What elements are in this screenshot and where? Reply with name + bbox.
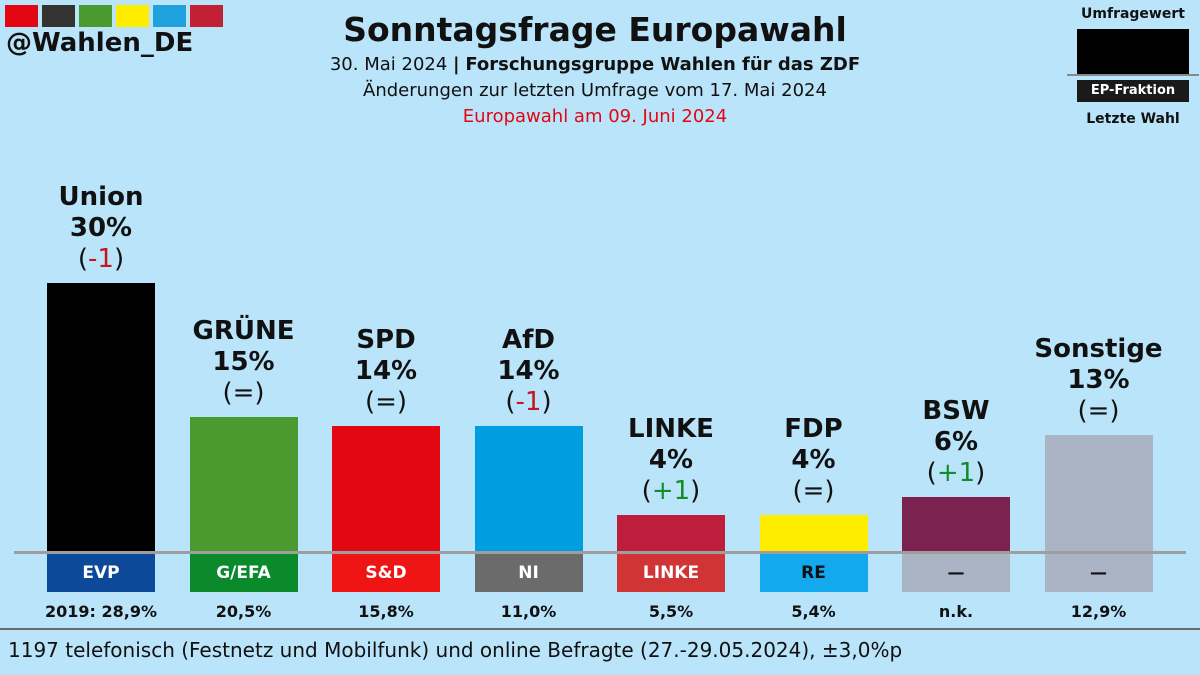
change-label: (=) [364,386,408,417]
color-strip-swatch [5,5,38,27]
color-strip-swatch [79,5,112,27]
ep-group-box: EVP [47,554,155,592]
bar-label: AfD 14% (-1) [459,325,599,418]
bar-bsw [902,497,1010,551]
last-election-value: 11,0% [500,602,557,621]
party-name: SPD [356,324,416,355]
bar-grüne [189,417,298,551]
color-strip-swatch [42,5,75,27]
bar-label: BSW 6% (+1) [886,396,1026,489]
change-label: (=) [222,378,265,408]
chart-baseline [14,551,1186,554]
subtitle-source: Forschungsgruppe Wahlen für das ZDF [465,54,861,75]
ep-group-box: — [1044,554,1153,592]
value-label: 15% [212,347,275,377]
bar-label: LINKE 4% (+1) [601,414,741,507]
party-name: GRÜNE [192,316,295,346]
party-name: AfD [501,324,555,355]
legend-group-label: EP-Fraktion [1077,80,1189,102]
legend-bar-swatch [1077,29,1189,74]
bar-label: Sonstige 13% (=) [1029,334,1169,427]
change-label: (=) [1077,395,1120,426]
last-election-value: 5,5% [648,602,694,621]
election-note: Europawahl am 09. Juni 2024 [462,106,728,127]
value-label: 4% [791,445,836,476]
party-name: LINKE [628,414,714,445]
bar-sonstige [1044,434,1153,551]
ep-group-box: S&D [332,554,440,592]
ep-group-box: G/EFA [189,554,298,592]
last-election-value: 15,8% [358,602,414,621]
ep-group-box: RE [759,554,868,592]
legend-last-label: Letzte Wahl [1086,111,1180,127]
change-label: (-1) [505,386,552,417]
bar-afd [474,425,583,551]
change-label: (-1) [77,244,125,274]
bar-label: GRÜNE 15% (=) [174,316,314,409]
bar-linke [617,515,725,551]
party-name: Union [58,182,144,212]
change-value: +1 [936,458,976,489]
bar-spd [332,425,440,551]
ep-group-box: NI [474,554,583,592]
value-label: 30% [69,213,133,243]
value-label: 13% [1067,364,1130,395]
chart-title: Sonntagsfrage Europawahl [343,10,847,49]
footer-divider [0,628,1200,630]
subtitle-separator: | [453,54,460,75]
last-election-value: 12,9% [1070,602,1127,621]
change-value: -1 [88,244,114,274]
value-label: 6% [933,427,979,458]
subtitle-date: 30. Mai 2024 [329,54,448,75]
chart-header: Sonntagsfrage Europawahl 30. Mai 2024 | … [250,8,940,130]
legend: Umfragewert EP-Fraktion Letzte Wahl [1067,6,1199,127]
value-label: 14% [354,355,418,386]
party-name: Sonstige [1034,333,1163,364]
value-label: 14% [497,355,560,386]
change-value: -1 [515,386,542,417]
last-election-value: 20,5% [215,602,272,621]
bar-union [47,283,155,551]
value-label: 4% [648,445,694,476]
color-strip-swatch [116,5,149,27]
ep-group-box: — [902,554,1010,592]
bar-fdp [759,515,868,551]
footer-note: 1197 telefonisch (Festnetz und Mobilfunk… [8,638,903,662]
color-strip-swatch [190,5,223,27]
bar-label: SPD 14% (=) [316,325,456,418]
color-strip [5,5,223,27]
color-strip-swatch [153,5,186,27]
change-value: +1 [651,476,691,507]
bar-label: FDP 4% (=) [744,414,884,507]
party-name: BSW [922,396,990,427]
last-election-value: 2019: 28,9% [44,602,157,621]
legend-value-label: Umfragewert [1081,6,1185,22]
legend-baseline [1067,74,1199,76]
change-label: (+1) [926,458,986,489]
change-label: (+1) [641,476,701,507]
subtitle: 30. Mai 2024 | Forschungsgruppe Wahlen f… [250,52,940,78]
account-handle: @Wahlen_DE [6,28,194,58]
party-name: FDP [784,414,843,445]
last-election-value: 5,4% [791,602,836,621]
bar-label: Union 30% (-1) [31,182,171,275]
last-election-value: n.k. [938,602,974,621]
changes-note: Änderungen zur letzten Umfrage vom 17. M… [363,80,827,101]
change-label: (=) [792,476,835,507]
ep-group-box: LINKE [617,554,725,592]
